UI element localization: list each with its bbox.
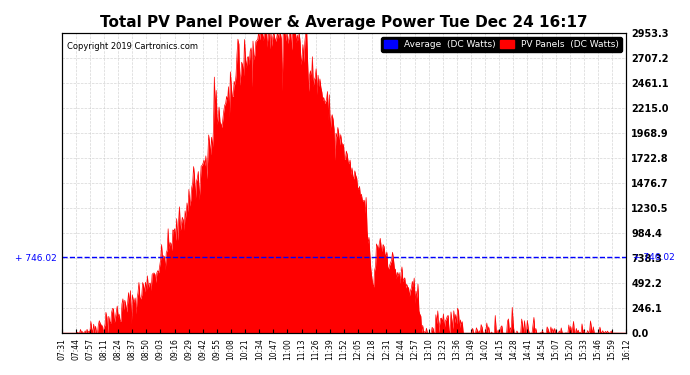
Text: Copyright 2019 Cartronics.com: Copyright 2019 Cartronics.com xyxy=(67,42,198,51)
Legend: Average  (DC Watts), PV Panels  (DC Watts): Average (DC Watts), PV Panels (DC Watts) xyxy=(381,37,622,52)
Text: + 746.02: + 746.02 xyxy=(633,253,675,262)
Title: Total PV Panel Power & Average Power Tue Dec 24 16:17: Total PV Panel Power & Average Power Tue… xyxy=(100,15,588,30)
